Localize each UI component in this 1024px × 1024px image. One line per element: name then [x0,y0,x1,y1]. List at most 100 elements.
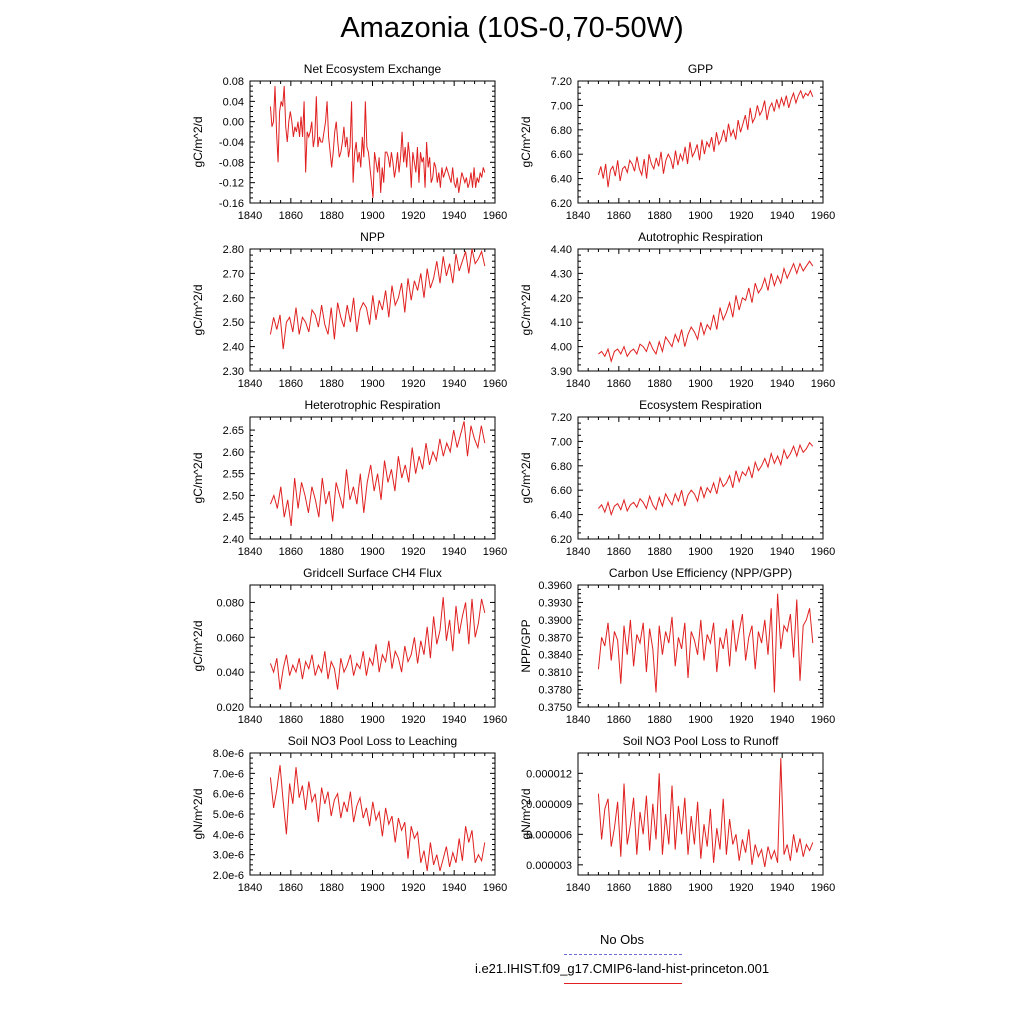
x-tick-label: 1880 [647,210,671,222]
y-tick-label: 0.000012 [526,768,572,780]
x-tick-label: 1840 [238,882,262,894]
y-tick-label: -0.16 [219,198,244,210]
y-tick-label: 0.3780 [538,685,572,697]
series-line [269,597,486,690]
x-tick-label: 1960 [483,714,507,726]
y-tick-label: 2.45 [223,512,244,524]
y-tick-label: 6.80 [551,461,572,473]
x-tick-label: 1840 [238,378,262,390]
chart-title: Autotrophic Respiration [638,230,763,244]
x-tick-label: 1900 [360,210,384,222]
y-tick-label: 0.060 [216,632,244,644]
x-tick-label: 1860 [607,546,631,558]
x-tick-label: 1900 [360,714,384,726]
y-tick-label: 2.50 [223,490,244,502]
x-tick-label: 1920 [401,210,425,222]
y-tick-label: 7.20 [551,412,572,424]
legend-obs-label: No Obs [599,932,645,947]
x-tick-label: 1900 [360,546,384,558]
x-tick-label: 1880 [647,378,671,390]
x-tick-label: 1880 [319,546,343,558]
series-line [598,260,814,364]
x-tick-label: 1900 [688,210,712,222]
y-tick-label: 0.020 [216,702,244,714]
page-title: Amazonia (10S-0,70-50W) [340,12,684,44]
chart-title: Carbon Use Efficiency (NPP/GPP) [609,566,792,580]
x-tick-label: 1920 [729,378,753,390]
y-tick-label: 2.55 [223,469,244,481]
y-tick-label: 5.0e-6 [213,809,244,821]
y-tick-label: 7.00 [551,100,572,112]
y-tick-label: 6.40 [551,510,572,522]
x-tick-label: 1960 [483,378,507,390]
chart-title: NPP [360,230,385,244]
x-tick-label: 1960 [811,714,835,726]
y-tick-label: 4.00 [551,342,572,354]
x-tick-label: 1960 [483,210,507,222]
y-tick-label: 6.20 [551,198,572,210]
y-tick-label: 0.000003 [526,860,572,872]
series-line [598,441,814,517]
x-tick-label: 1920 [729,882,753,894]
y-tick-label: 0.3810 [538,667,572,679]
series-line [597,593,814,693]
chart-panel-5: Heterotrophic Respiration gC/m^2/d 1840 186… [191,398,507,558]
x-tick-label: 1940 [770,882,794,894]
y-tick-label: 2.40 [223,534,244,546]
y-tick-label: 4.40 [551,244,572,256]
y-tick-label: 7.00 [551,436,572,448]
y-axis-label: gC/m^2/d [519,285,533,336]
plot-frame [577,584,824,708]
y-tick-label: 0.04 [223,96,244,108]
y-tick-label: 4.30 [551,268,572,280]
y-tick-label: 8.0e-6 [213,748,244,760]
y-tick-label: 0.3930 [538,597,572,609]
x-tick-label: 1860 [607,378,631,390]
x-tick-label: 1940 [442,378,466,390]
x-tick-label: 1960 [483,882,507,894]
chart-panel-9: Soil NO3 Pool Loss to Leaching gN/m^2/d 18… [191,734,507,894]
y-tick-label: 0.3870 [538,632,572,644]
y-tick-label: 2.50 [223,317,244,329]
y-tick-label: 0.08 [223,76,244,88]
chart-panel-10: Soil NO3 Pool Loss to Runoff gN/m^2/d 1840… [519,734,835,894]
y-tick-label: 3.90 [551,366,572,378]
y-tick-label: 2.0e-6 [213,870,244,882]
x-tick-label: 1960 [483,546,507,558]
y-tick-label: 2.80 [223,244,244,256]
x-tick-label: 1940 [442,546,466,558]
chart-title: Ecosystem Respiration [639,398,762,412]
x-tick-label: 1960 [811,882,835,894]
x-tick-label: 1960 [811,210,835,222]
x-tick-label: 1940 [442,882,466,894]
x-tick-label: 1960 [811,378,835,390]
y-tick-label: 3.0e-6 [213,850,244,862]
x-tick-label: 1920 [729,210,753,222]
y-tick-label: 2.60 [223,293,244,305]
x-tick-label: 1840 [238,210,262,222]
y-tick-label: 4.10 [551,317,572,329]
y-tick-label: 0.00 [223,117,244,129]
x-tick-label: 1940 [442,714,466,726]
x-tick-label: 1940 [442,210,466,222]
y-tick-label: -0.08 [219,157,244,169]
plot-frame [577,248,824,372]
x-tick-label: 1920 [401,546,425,558]
chart-title: GPP [688,62,713,76]
legend-obs-line [564,954,682,955]
plot-frame [249,752,496,876]
x-tick-label: 1860 [279,714,303,726]
y-tick-label: 0.3840 [538,650,572,662]
y-axis-label: gN/m^2/d [519,789,533,840]
y-axis-label: gN/m^2/d [191,789,205,840]
y-axis-label: gC/m^2/d [191,621,205,672]
y-tick-label: 2.30 [223,366,244,378]
y-tick-label: 6.80 [551,125,572,137]
x-tick-label: 1900 [360,882,384,894]
chart-panel-6: Ecosystem Respiration gC/m^2/d 1840 1860 188… [519,398,835,558]
x-tick-label: 1860 [279,546,303,558]
x-tick-label: 1860 [279,210,303,222]
y-tick-label: 7.0e-6 [213,768,244,780]
y-tick-label: 0.000009 [526,799,572,811]
